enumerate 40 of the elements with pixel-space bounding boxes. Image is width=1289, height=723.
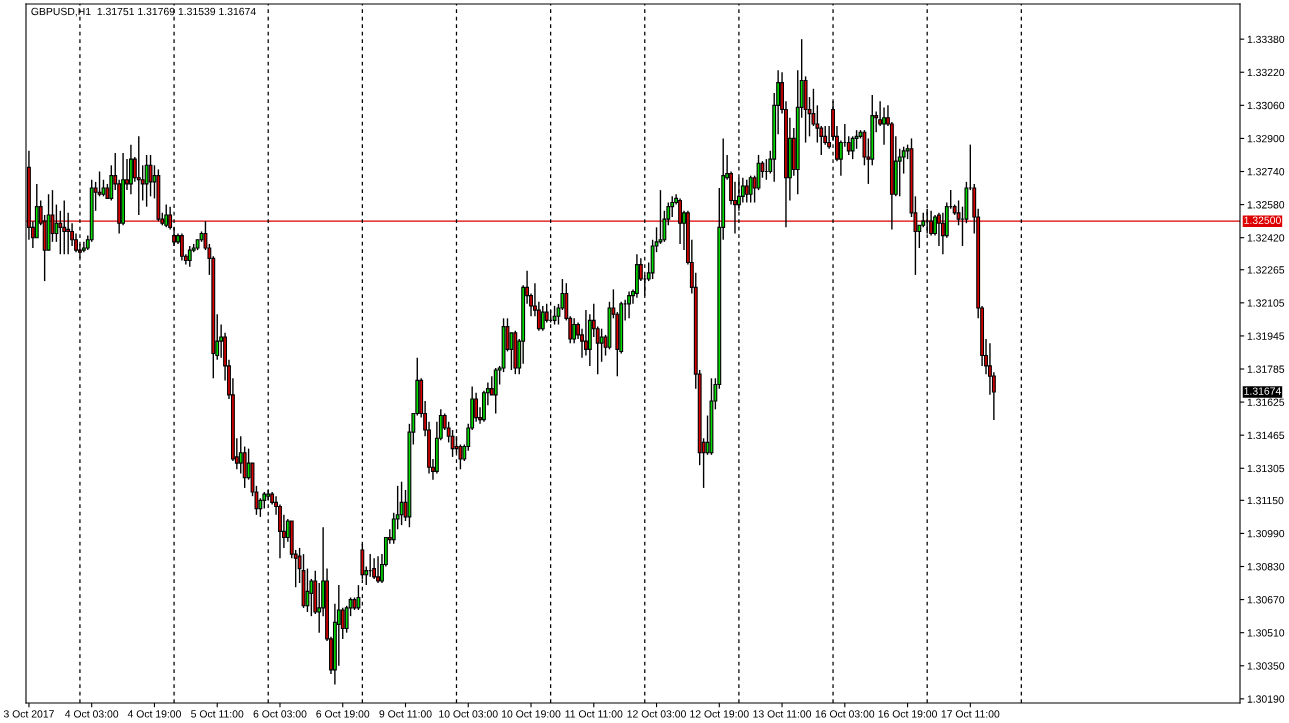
y-tick-label: 1.30670 bbox=[1247, 596, 1285, 604]
y-tick-label: 1.31305 bbox=[1247, 464, 1285, 473]
x-tick-label: 4 Oct 03:00 bbox=[65, 710, 119, 718]
y-tick-label: 1.32420 bbox=[1247, 234, 1285, 242]
y-tick-label: 1.32740 bbox=[1247, 168, 1285, 176]
y-tick-label: 1.30510 bbox=[1247, 629, 1285, 637]
x-tick-label: 11 Oct 11:00 bbox=[565, 710, 623, 718]
text: 1.31674 bbox=[1244, 387, 1281, 395]
y-tick-label: 1.32900 bbox=[1247, 134, 1285, 143]
y-tick-label: 1.32105 bbox=[1247, 299, 1285, 307]
x-tick-label: 16 Oct 03:00 bbox=[815, 710, 875, 718]
y-tick-label: 1.33060 bbox=[1247, 101, 1285, 110]
x-tick-label: 3 Oct 2017 bbox=[3, 710, 54, 718]
y-tick-label: 1.31465 bbox=[1247, 431, 1285, 440]
y-tick-label: 1.33380 bbox=[1247, 35, 1285, 44]
chart-title: GBPUSD,H1 1.31751 1.31769 1.31539 1.31674 bbox=[31, 7, 256, 17]
y-tick-label: 1.31785 bbox=[1247, 365, 1285, 373]
y-tick-label: 1.32580 bbox=[1247, 201, 1285, 209]
x-tick-label: 6 Oct 19:00 bbox=[316, 710, 370, 718]
y-tick-label: 1.31150 bbox=[1247, 496, 1284, 505]
x-tick-label: 10 Oct 03:00 bbox=[439, 710, 498, 718]
y-tick-label: 1.30190 bbox=[1247, 695, 1285, 703]
y-tick-label: 1.32265 bbox=[1247, 266, 1285, 274]
y-tick-label: 1.31625 bbox=[1247, 398, 1285, 406]
y-tick-label: 1.31945 bbox=[1247, 332, 1285, 340]
x-tick-label: 6 Oct 03:00 bbox=[253, 710, 307, 718]
x-tick-label: 10 Oct 19:00 bbox=[501, 710, 561, 718]
x-tick-label: 17 Oct 11:00 bbox=[941, 710, 1000, 718]
ref-line-label: 1.32500 bbox=[1244, 216, 1281, 224]
x-tick-label: 4 Oct 19:00 bbox=[127, 710, 181, 718]
y-tick-label: 1.30990 bbox=[1247, 529, 1285, 538]
y-tick-label: 1.33220 bbox=[1247, 68, 1285, 77]
x-tick-label: 12 Oct 03:00 bbox=[627, 710, 686, 718]
y-tick-label: 1.30350 bbox=[1247, 662, 1285, 670]
x-tick-label: 5 Oct 11:00 bbox=[191, 710, 244, 718]
x-tick-label: 13 Oct 11:00 bbox=[753, 710, 812, 718]
y-tick-label: 1.30830 bbox=[1247, 563, 1285, 571]
x-tick-label: 12 Oct 19:00 bbox=[690, 710, 749, 718]
x-tick-label: 9 Oct 11:00 bbox=[379, 710, 432, 718]
x-tick-label: 16 Oct 19:00 bbox=[878, 710, 937, 718]
